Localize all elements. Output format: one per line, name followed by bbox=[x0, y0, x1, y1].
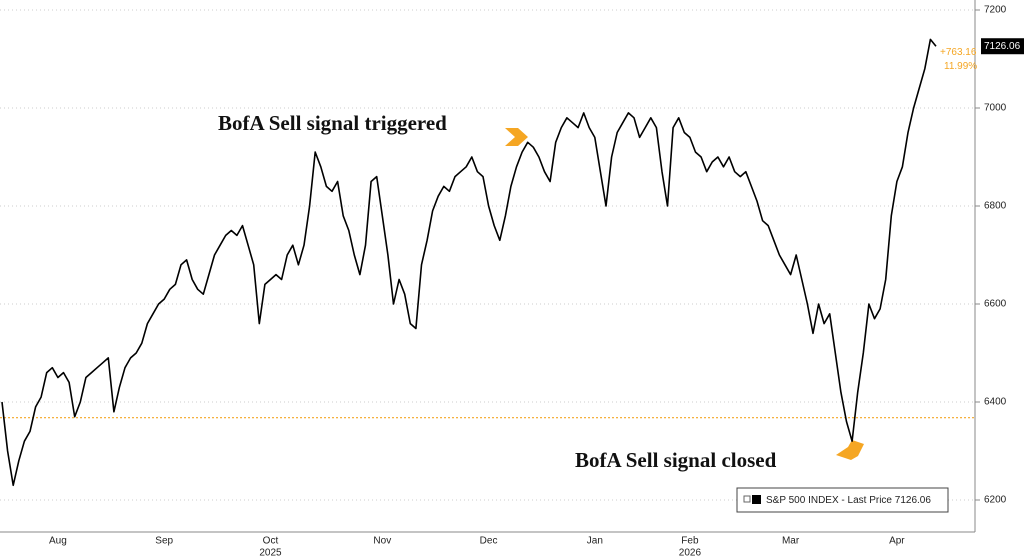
legend-icon bbox=[743, 495, 751, 503]
y-tick-label: 6400 bbox=[984, 397, 1007, 408]
x-year-label: 2025 bbox=[259, 548, 282, 558]
y-tick-label: 7000 bbox=[984, 103, 1007, 114]
x-tick-label: Apr bbox=[889, 536, 905, 547]
legend-value: 7126.06 bbox=[895, 495, 932, 506]
legend: S&P 500 INDEX - Last Price 7126.06 bbox=[736, 487, 949, 513]
change-pct-label: 11.99% bbox=[944, 61, 977, 72]
x-tick-label: Dec bbox=[480, 536, 498, 547]
y-tick-label: 7200 bbox=[984, 5, 1007, 16]
x-tick-label: Mar bbox=[782, 536, 800, 547]
y-tick-label: 6600 bbox=[984, 299, 1007, 310]
legend-label: S&P 500 INDEX - Last Price 7126.06 bbox=[766, 495, 931, 506]
y-tick-label: 6200 bbox=[984, 495, 1007, 506]
legend-name: S&P 500 INDEX - Last Price bbox=[766, 495, 892, 506]
x-tick-label: Nov bbox=[373, 536, 391, 547]
change-label: +763.16 bbox=[940, 47, 977, 58]
annotation: BofA Sell signal triggered bbox=[218, 111, 447, 135]
legend-box bbox=[736, 487, 949, 513]
arrow bbox=[836, 440, 864, 460]
x-tick-label: Aug bbox=[49, 536, 67, 547]
x-tick-label: Oct bbox=[263, 536, 279, 547]
annotation: BofA Sell signal closed bbox=[575, 448, 777, 472]
x-tick-label: Sep bbox=[155, 536, 173, 547]
price-line bbox=[1, 38, 937, 487]
x-tick-label: Feb bbox=[681, 536, 699, 547]
y-tick-label: 6800 bbox=[984, 201, 1007, 212]
legend-swatch bbox=[752, 495, 761, 504]
x-year-label: 2026 bbox=[679, 548, 702, 558]
arrow bbox=[505, 128, 528, 146]
x-tick-label: Jan bbox=[587, 536, 603, 547]
last-price-tag bbox=[981, 38, 1024, 55]
last-price-label: 7126.06 bbox=[984, 41, 1021, 52]
